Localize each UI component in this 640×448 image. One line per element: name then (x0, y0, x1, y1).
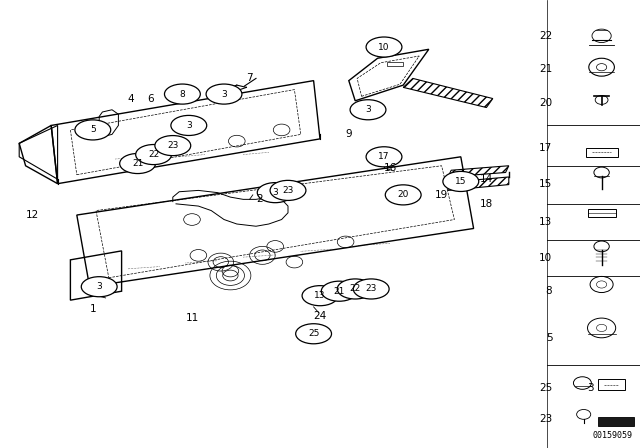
Text: 15: 15 (455, 177, 467, 186)
Text: 20: 20 (397, 190, 409, 199)
Text: 5: 5 (546, 333, 552, 343)
Text: 9: 9 (346, 129, 352, 139)
Text: 25: 25 (539, 383, 552, 392)
Ellipse shape (302, 286, 338, 306)
Ellipse shape (75, 120, 111, 140)
Ellipse shape (366, 147, 402, 167)
Text: 24: 24 (314, 311, 326, 321)
Ellipse shape (337, 279, 373, 299)
Text: 23: 23 (282, 186, 294, 195)
Ellipse shape (296, 324, 332, 344)
Text: 3: 3 (186, 121, 191, 130)
Ellipse shape (81, 277, 117, 297)
Text: 8: 8 (546, 286, 552, 296)
Ellipse shape (443, 172, 479, 191)
Ellipse shape (120, 154, 156, 173)
Text: 3: 3 (588, 383, 594, 392)
Text: 21: 21 (132, 159, 143, 168)
Bar (387, 62, 403, 66)
Text: 14: 14 (480, 174, 493, 184)
Text: 8: 8 (180, 90, 185, 99)
Text: 21: 21 (333, 287, 345, 296)
Text: 10: 10 (539, 253, 552, 263)
Text: 22: 22 (349, 284, 361, 293)
Text: 22: 22 (539, 31, 552, 41)
Ellipse shape (366, 37, 402, 57)
Text: 2: 2 (256, 194, 262, 204)
Text: 25: 25 (308, 329, 319, 338)
Text: 16: 16 (384, 163, 397, 173)
Text: 5: 5 (90, 125, 95, 134)
Text: 23: 23 (539, 414, 552, 424)
Text: 23: 23 (167, 141, 179, 150)
Text: 7: 7 (246, 73, 253, 83)
Text: 11: 11 (186, 313, 198, 323)
Text: 22: 22 (148, 150, 159, 159)
Ellipse shape (164, 84, 200, 104)
Text: 10: 10 (378, 43, 390, 52)
Text: 20: 20 (539, 98, 552, 108)
Ellipse shape (136, 145, 172, 164)
Text: 12: 12 (26, 210, 38, 220)
Text: 18: 18 (480, 199, 493, 209)
Text: 3: 3 (97, 282, 102, 291)
Ellipse shape (321, 281, 357, 301)
Text: 3: 3 (273, 188, 278, 197)
Text: 3: 3 (365, 105, 371, 114)
Bar (598, 417, 634, 426)
Bar (598, 379, 625, 390)
Text: 15: 15 (539, 179, 552, 189)
Text: 21: 21 (539, 65, 552, 74)
Ellipse shape (350, 100, 386, 120)
Text: 23: 23 (365, 284, 377, 293)
Bar (588, 209, 616, 217)
Text: 13: 13 (314, 291, 326, 300)
Text: 00159059: 00159059 (593, 431, 632, 440)
Ellipse shape (206, 84, 242, 104)
Text: 1: 1 (90, 304, 96, 314)
Ellipse shape (257, 183, 293, 202)
Text: 19: 19 (435, 190, 448, 200)
Ellipse shape (385, 185, 421, 205)
Ellipse shape (155, 136, 191, 155)
Text: 3: 3 (221, 90, 227, 99)
Ellipse shape (270, 181, 306, 200)
Ellipse shape (353, 279, 389, 299)
Text: 4: 4 (128, 94, 134, 103)
Ellipse shape (171, 116, 207, 135)
Text: 17: 17 (378, 152, 390, 161)
Text: 6: 6 (147, 94, 154, 103)
Bar (586, 148, 618, 157)
Text: 13: 13 (539, 217, 552, 227)
Text: 17: 17 (539, 143, 552, 153)
